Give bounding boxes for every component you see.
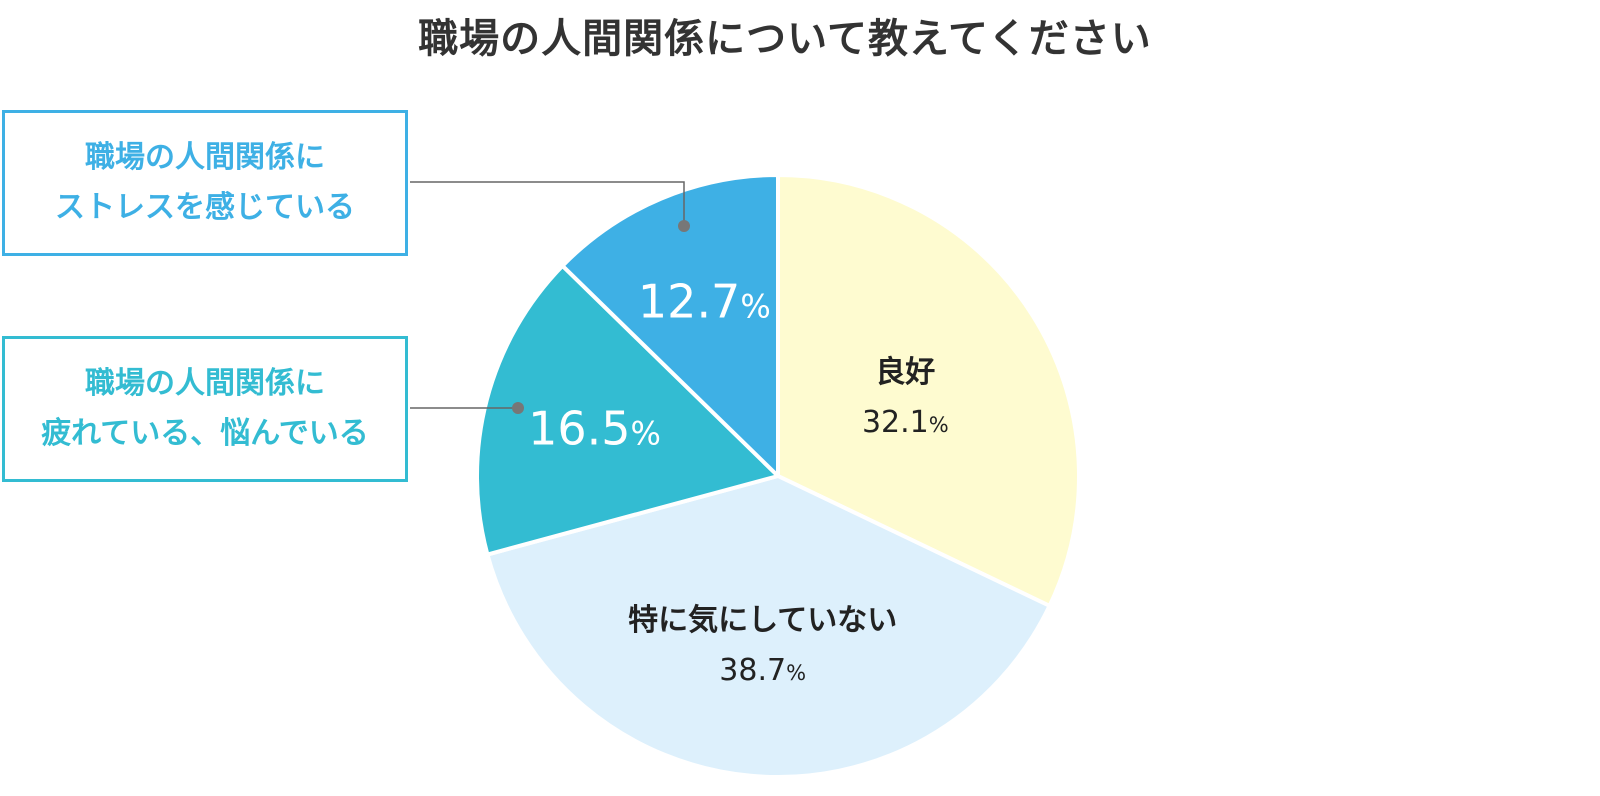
- leader-dot-stress: [678, 220, 690, 232]
- callout-stress: 職場の人間関係に ストレスを感じている: [2, 110, 408, 256]
- pie-slice-1: [776, 173, 1081, 608]
- callout-tired-line1: 職場の人間関係に: [85, 366, 325, 401]
- pie-slice-4: [560, 173, 780, 478]
- slice-value-3: 16.5%: [528, 401, 661, 455]
- slice-value-1: 32.1%: [862, 405, 949, 440]
- slice-value-4: 12.7%: [638, 274, 771, 328]
- pie-slice-3: [475, 263, 780, 557]
- slice-label-2: 特に気にしていない: [628, 603, 897, 638]
- callout-stress-line1: 職場の人間関係に: [85, 140, 325, 175]
- leader-dot-tired: [512, 402, 524, 414]
- chart-title: 職場の人間関係について教えてください: [418, 16, 1152, 62]
- callout-stress-line2: ストレスを感じている: [55, 190, 355, 225]
- slice-label-1: 良好: [875, 355, 935, 390]
- slice-value-2: 38.7%: [719, 653, 806, 688]
- callout-tired-line2: 疲れている、悩んでいる: [41, 416, 369, 451]
- leader-line-stress: [410, 181, 685, 226]
- callout-tired: 職場の人間関係に 疲れている、悩んでいる: [2, 336, 408, 482]
- pie-slice-2: [485, 474, 1052, 779]
